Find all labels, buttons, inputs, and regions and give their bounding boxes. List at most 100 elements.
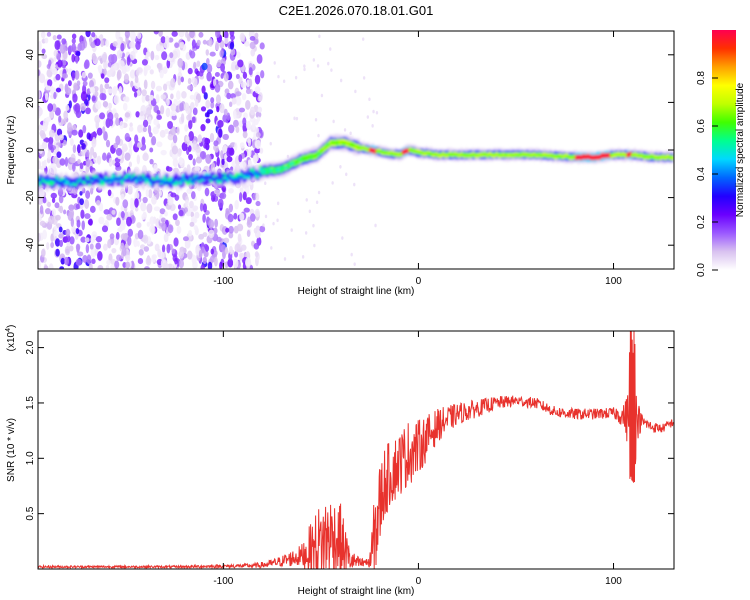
y-tick-label: -40 bbox=[25, 238, 36, 253]
noise-speck bbox=[48, 263, 54, 269]
y-tick-label: 2.0 bbox=[25, 340, 36, 354]
noise-speck bbox=[129, 50, 136, 61]
noise-speck bbox=[38, 40, 42, 51]
noise-speck bbox=[99, 83, 104, 94]
ridge-cell bbox=[169, 181, 174, 185]
noise-speck bbox=[228, 203, 234, 213]
ridge-cell bbox=[174, 176, 178, 180]
noise-speck bbox=[187, 67, 193, 75]
noise-speck bbox=[40, 248, 46, 258]
noise-speck bbox=[219, 103, 225, 114]
noise-speck bbox=[149, 94, 154, 101]
noise-speck bbox=[150, 80, 156, 90]
ridge-cell bbox=[87, 180, 92, 184]
ridge-cell bbox=[78, 181, 82, 185]
noise-speck bbox=[71, 129, 78, 136]
noise-speck bbox=[223, 108, 228, 116]
colorbar-tick-label: 0.2 bbox=[696, 215, 707, 229]
ridge-cell bbox=[90, 176, 94, 180]
noise-speck bbox=[137, 124, 143, 134]
noise-speck bbox=[179, 41, 185, 49]
x-tick-label: -100 bbox=[213, 576, 233, 587]
noise-speck bbox=[115, 117, 120, 127]
noise-speck bbox=[91, 32, 96, 38]
noise-speck bbox=[317, 190, 321, 195]
noise-speck bbox=[176, 225, 182, 234]
noise-speck bbox=[47, 79, 53, 87]
noise-speck bbox=[124, 112, 131, 118]
noise-speck bbox=[188, 145, 192, 153]
noise-speck bbox=[104, 219, 109, 227]
noise-speck bbox=[178, 31, 185, 38]
noise-speck bbox=[362, 37, 365, 41]
noise-speck bbox=[119, 120, 124, 130]
ridge-cell bbox=[258, 167, 263, 172]
noise-speck bbox=[59, 266, 65, 269]
noise-speck bbox=[193, 225, 198, 231]
noise-speck bbox=[85, 190, 91, 199]
noise-speck bbox=[225, 207, 230, 215]
noise-speck bbox=[226, 92, 232, 100]
noise-speck bbox=[85, 31, 91, 38]
noise-speck bbox=[240, 161, 247, 169]
noise-speck bbox=[254, 208, 260, 218]
noise-speck bbox=[129, 41, 135, 49]
noise-speck bbox=[224, 88, 230, 94]
noise-speck bbox=[102, 152, 107, 161]
noise-speck bbox=[161, 244, 166, 253]
noise-speck bbox=[214, 72, 220, 78]
noise-speck bbox=[196, 70, 201, 77]
noise-speck bbox=[153, 164, 158, 173]
noise-speck bbox=[51, 103, 57, 113]
noise-speck bbox=[199, 70, 204, 77]
noise-speck bbox=[188, 229, 193, 237]
noise-speck bbox=[249, 41, 256, 50]
figure-title: C2E1.2026.070.18.01.G01 bbox=[279, 3, 434, 18]
noise-speck bbox=[58, 194, 64, 204]
noise-speck bbox=[126, 216, 132, 227]
noise-speck bbox=[149, 216, 155, 226]
noise-speck bbox=[187, 77, 192, 85]
noise-speck bbox=[183, 102, 190, 112]
noise-speck bbox=[233, 109, 237, 120]
noise-speck bbox=[127, 228, 134, 238]
noise-speck bbox=[46, 31, 52, 37]
snr-multiplier-base: (x10 bbox=[6, 331, 17, 351]
noise-speck bbox=[238, 107, 246, 113]
noise-speck bbox=[185, 135, 190, 142]
noise-speck bbox=[166, 243, 171, 254]
noise-speck bbox=[70, 138, 74, 146]
noise-speck bbox=[223, 72, 229, 82]
noise-speck bbox=[38, 232, 41, 243]
noise-speck bbox=[166, 166, 173, 172]
noise-speck bbox=[111, 248, 117, 254]
noise-speck bbox=[126, 56, 131, 66]
noise-speck bbox=[102, 126, 106, 135]
ridge-cell bbox=[83, 177, 87, 181]
noise-speck bbox=[103, 209, 110, 215]
noise-speck bbox=[202, 213, 206, 223]
noise-speck bbox=[253, 131, 257, 140]
noise-speck bbox=[46, 242, 50, 250]
noise-speck bbox=[141, 136, 146, 146]
noise-speck bbox=[316, 64, 320, 68]
noise-speck bbox=[55, 248, 60, 257]
noise-speck bbox=[117, 227, 123, 233]
noise-speck bbox=[89, 151, 93, 160]
noise-speck bbox=[38, 199, 43, 205]
noise-speck bbox=[216, 105, 220, 113]
noise-speck bbox=[353, 262, 356, 266]
noise-speck bbox=[160, 217, 166, 223]
ridge-cell bbox=[75, 176, 80, 181]
noise-speck bbox=[146, 221, 151, 227]
noise-speck bbox=[242, 131, 248, 139]
ridge-cell bbox=[319, 149, 324, 154]
noise-speck bbox=[56, 151, 62, 158]
noise-speck bbox=[130, 80, 134, 88]
noise-speck bbox=[214, 218, 219, 228]
noise-speck bbox=[223, 37, 229, 44]
noise-speck bbox=[76, 144, 81, 154]
noise-speck bbox=[42, 196, 47, 204]
noise-speck bbox=[210, 97, 215, 104]
noise-speck bbox=[55, 214, 61, 221]
